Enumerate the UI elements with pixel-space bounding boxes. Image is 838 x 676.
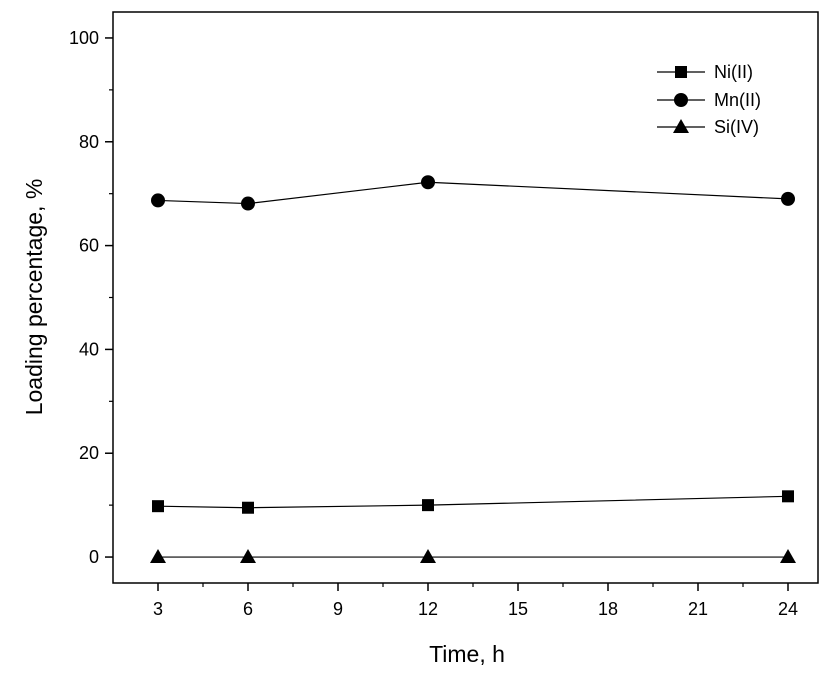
x-tick-label: 15: [508, 599, 528, 619]
legend: Ni(II) Mn(II) Si(IV): [657, 62, 761, 137]
data-point-si-iv: [150, 549, 166, 564]
data-point-si-iv: [240, 549, 256, 564]
data-point-ni-ii: [422, 499, 434, 512]
data-point-ni-ii: [242, 501, 254, 514]
x-tick-label: 3: [153, 599, 163, 619]
series-si-iv: [150, 549, 796, 564]
data-point-ni-ii: [782, 490, 794, 503]
series-mn-ii: [151, 175, 795, 211]
x-tick-label: 18: [598, 599, 618, 619]
data-point-mn-ii: [241, 196, 255, 211]
legend-entry-si-iv: Si(IV): [657, 117, 759, 137]
legend-entry-ni-ii: Ni(II): [657, 62, 753, 82]
series-ni-ii: [152, 490, 794, 514]
plot-frame: [112, 11, 819, 584]
x-tick-label: 24: [778, 599, 798, 619]
legend-marker-mn-ii: [674, 93, 688, 107]
x-axis: 3 6 9 12 15 18 21 24: [153, 583, 798, 619]
plot-border: [112, 11, 819, 584]
y-tick-label: 0: [89, 547, 99, 567]
x-tick-label: 9: [333, 599, 343, 619]
x-axis-title: Time, h: [429, 641, 505, 667]
series-line-ni-ii: [157, 495, 789, 509]
y-tick-label: 20: [79, 443, 99, 463]
series-layer: [150, 175, 796, 564]
data-point-ni-ii: [152, 500, 164, 513]
data-point-si-iv: [780, 549, 796, 564]
legend-marker-si-iv: [673, 119, 689, 133]
data-point-mn-ii: [781, 191, 795, 206]
y-axis: 0 20 40 60 80 100: [69, 28, 113, 567]
y-tick-label: 40: [79, 339, 99, 359]
series-line-mn-ii: [157, 181, 789, 205]
data-point-mn-ii: [421, 175, 435, 190]
x-tick-label: 21: [688, 599, 708, 619]
legend-label-mn-ii: Mn(II): [714, 90, 761, 110]
data-point-mn-ii: [151, 193, 165, 208]
y-tick-label: 100: [69, 28, 99, 48]
legend-label-si-iv: Si(IV): [714, 117, 759, 137]
x-tick-label: 12: [418, 599, 438, 619]
data-point-si-iv: [420, 549, 436, 564]
x-tick-label: 6: [243, 599, 253, 619]
legend-marker-ni-ii: [675, 66, 687, 78]
y-axis-title: Loading percentage, %: [21, 179, 47, 416]
legend-entry-mn-ii: Mn(II): [657, 90, 761, 110]
legend-label-ni-ii: Ni(II): [714, 62, 753, 82]
y-tick-label: 60: [79, 236, 99, 256]
y-tick-label: 80: [79, 132, 99, 152]
